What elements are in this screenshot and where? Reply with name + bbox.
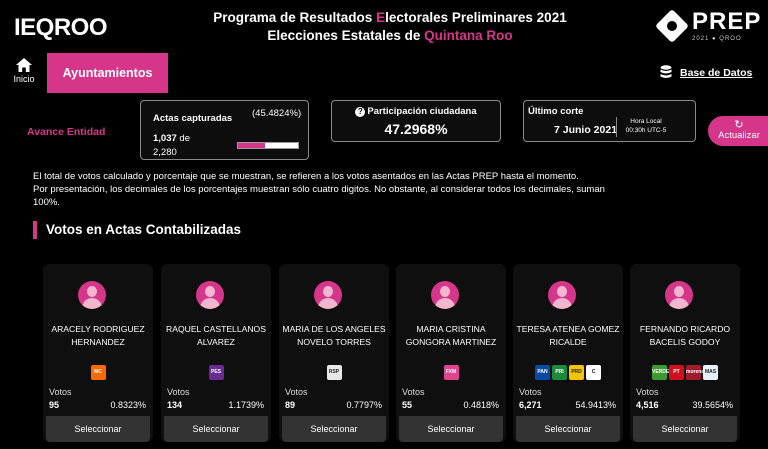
votes-percentage: 0.8323% xyxy=(110,400,146,410)
select-button[interactable]: Seleccionar xyxy=(399,416,503,442)
actas-capturadas-box: Actas capturadas (45.4824%) 1,037 de 2,28… xyxy=(140,100,309,160)
select-button[interactable]: Seleccionar xyxy=(516,416,620,442)
votes-label: Votos xyxy=(285,387,308,397)
votes-count: 134 xyxy=(167,400,183,410)
participacion-value: 47.2968% xyxy=(384,121,448,137)
votes-count: 4,516 xyxy=(636,400,659,410)
votes-percentage: 39.5654% xyxy=(692,400,733,410)
votes-percentage: 0.4818% xyxy=(463,400,499,410)
party-logos: FXM xyxy=(396,365,506,382)
fxm-logo: FXM xyxy=(443,365,459,380)
votes-label: Votos xyxy=(636,387,659,397)
votes-percentage: 54.9413% xyxy=(575,400,616,410)
actas-progress-fill xyxy=(238,143,266,148)
party-logos: PES xyxy=(161,365,271,382)
candidate-name: TERESA ATENEA GOMEZ RICALDE xyxy=(516,324,620,347)
candidate-avatar-icon xyxy=(548,281,576,309)
votes-count: 89 xyxy=(285,400,296,410)
participacion-label: Participación ciudadana xyxy=(367,106,477,117)
page-title: Programa de Resultados Electorales Preli… xyxy=(213,10,567,43)
party-logos: VERDE PT morenaMAS xyxy=(630,365,740,382)
candidate-avatar-icon xyxy=(196,281,224,309)
votes-label: Votos xyxy=(167,387,190,397)
votes-count: 6,271 xyxy=(519,400,542,410)
actas-label: Actas capturadas xyxy=(153,113,233,124)
prd-logo: PRD xyxy=(569,365,584,380)
cqroo-logo: C xyxy=(586,365,601,380)
actas-progress-bar xyxy=(237,142,299,149)
votes-percentage: 0.7797% xyxy=(346,400,382,410)
pes-logo: PES xyxy=(208,365,224,380)
candidate-card: MARIA CRISTINA GONGORA MARTINEZ FXM Votos 5… xyxy=(396,264,506,442)
candidate-name: MARIA CRISTINA GONGORA MARTINEZ xyxy=(405,324,497,347)
corte-date: 7 Junio 2021 xyxy=(554,124,618,136)
votes-label: Votos xyxy=(402,387,425,397)
ieqroo-logo[interactable]: IEQROO xyxy=(14,14,108,41)
candidate-avatar-icon xyxy=(314,281,342,309)
candidate-card: RAQUEL CASTELLANOS ALVAREZ PES Votos 134 1.1… xyxy=(161,264,271,442)
select-button[interactable]: Seleccionar xyxy=(633,416,737,442)
candidate-avatar-icon xyxy=(78,281,106,309)
header: IEQROO Programa de Resultados Electorale… xyxy=(0,0,768,50)
pt-logo: PT xyxy=(669,365,684,380)
candidate-name: ARACELY RODRIGUEZ HERNANDEZ xyxy=(51,324,145,347)
actas-count: 1,037 de 2,280 xyxy=(153,133,190,158)
rsp-logo: RSP xyxy=(326,365,342,380)
select-button[interactable]: Seleccionar xyxy=(164,416,268,442)
section-title: Votos en Actas Contabilizadas xyxy=(33,221,241,239)
actas-percentage: (45.4824%) xyxy=(252,108,302,119)
mas-logo: MAS xyxy=(703,365,718,380)
select-button[interactable]: Seleccionar xyxy=(46,416,150,442)
votes-percentage: 1.1739% xyxy=(228,400,264,410)
home-label: Inicio xyxy=(13,74,35,84)
question-icon[interactable]: ? xyxy=(355,107,366,117)
corte-time: Hora Local 00:30h UTC-5 xyxy=(625,118,667,134)
votes-count: 55 xyxy=(402,400,413,410)
morena-logo: morena xyxy=(686,365,704,380)
pri-logo: PRI xyxy=(552,365,567,380)
ultimo-corte-box: Último corte 7 Junio 2021 Hora Local 00:3… xyxy=(523,100,696,142)
votes-label: Votos xyxy=(49,387,72,397)
refresh-icon: ↻ xyxy=(734,119,744,131)
party-logos: PAN PRI PRD C xyxy=(513,365,623,382)
corte-label: Último corte xyxy=(528,106,584,117)
home-button[interactable]: Inicio xyxy=(10,58,38,84)
tab-ayuntamientos[interactable]: Ayuntamientos xyxy=(47,53,168,93)
votes-label: Votos xyxy=(519,387,542,397)
refresh-button[interactable]: ↻ Actualizar xyxy=(708,116,768,146)
pvem-logo: VERDE xyxy=(652,365,669,380)
candidate-name: FERNANDO RICARDO BACELIS GODOY xyxy=(639,324,731,347)
candidate-card: ARACELY RODRIGUEZ HERNANDEZ MC Votos 95 0.83… xyxy=(43,264,153,442)
candidate-card: FERNANDO RICARDO BACELIS GODOY VERDE PT mor… xyxy=(630,264,740,442)
candidate-card: TERESA ATENEA GOMEZ RICALDE PAN PRI PRD C Vot… xyxy=(513,264,623,442)
candidate-avatar-icon xyxy=(665,281,693,309)
candidate-avatar-icon xyxy=(431,281,459,309)
pan-logo: PAN xyxy=(535,365,550,380)
select-button[interactable]: Seleccionar xyxy=(282,416,386,442)
party-logos: MC xyxy=(43,365,153,382)
database-icon xyxy=(660,65,672,78)
candidate-name: MARIA DE LOS ANGELES NOVELO TORRES xyxy=(282,324,386,347)
home-icon xyxy=(16,58,32,72)
prep-logo[interactable]: PREP 2021 ● QROO xyxy=(655,8,762,46)
prep-diamond-icon xyxy=(655,9,689,43)
database-link[interactable]: Base de Datos xyxy=(660,65,752,79)
disclaimer-note: El total de votos calculado y porcentaje… xyxy=(33,171,605,208)
candidate-name: RAQUEL CASTELLANOS ALVAREZ xyxy=(166,324,266,347)
candidate-card: MARIA DE LOS ANGELES NOVELO TORRES RSP Vot… xyxy=(279,264,389,442)
avance-entidad-label: Avance Entidad xyxy=(27,126,106,138)
votes-count: 95 xyxy=(49,400,60,410)
party-logos: RSP xyxy=(279,365,389,382)
corte-divider xyxy=(616,117,617,137)
participacion-box: ? Participación ciudadana 47.2968% xyxy=(331,100,501,142)
mc-logo: MC xyxy=(90,365,106,380)
